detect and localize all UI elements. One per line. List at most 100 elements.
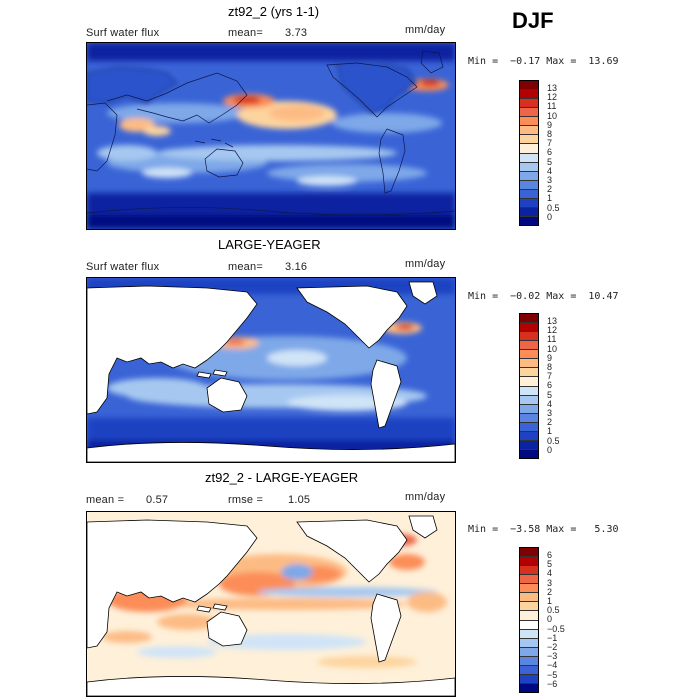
panel3-colorbar-swatch (520, 683, 538, 692)
panel3-minmax: Min = −3.58 Max = 5.30 (468, 524, 619, 535)
panel3-colorbar-swatch (520, 674, 538, 684)
panel1-colorbar-labels: 13 12 11 10 9 8 7 6 5 4 3 2 1 0.5 0 (547, 84, 560, 222)
colorbar-tick-label: 10 (547, 343, 558, 354)
panel1-minmax: Min = −0.17 Max = 13.69 (468, 56, 619, 67)
panel2-colorbar-swatch (520, 314, 538, 324)
panel3-rmse-label: rmse = (228, 494, 264, 506)
colorbar-tick-label: 12 (547, 325, 558, 336)
panel1-colorbar-swatch (520, 171, 538, 181)
panel1-colorbar-swatch (520, 108, 538, 118)
panel1-variable-label: Surf water flux (86, 27, 160, 39)
colorbar-tick-label: 5 (547, 389, 553, 400)
season-label: DJF (512, 8, 554, 33)
panel1-colorbar-swatch (520, 81, 538, 91)
panel1-units: mm/day (405, 24, 446, 36)
colorbar-tick-label: 11 (547, 101, 557, 112)
colorbar-tick-label: 8 (547, 129, 553, 140)
panel1-colorbar-swatch (520, 180, 538, 190)
panel3-units: mm/day (405, 491, 446, 503)
colorbar-tick-label: 0 (547, 614, 553, 625)
panel3-colorbar-swatch (520, 656, 538, 666)
panel2-colorbar-swatch (520, 413, 538, 423)
panel1-colorbar-swatch (520, 117, 538, 127)
colorbar-tick-label: 9 (547, 352, 553, 363)
colorbar-tick-label: 1 (547, 426, 553, 437)
panel3-colorbar-swatch (520, 557, 538, 567)
panel2-colorbar-swatch (520, 368, 538, 378)
colorbar-tick-label: 3 (547, 408, 553, 419)
colorbar-tick-label: 0 (547, 444, 553, 455)
panel3-colorbar-swatch (520, 602, 538, 612)
panel1-mean-label: mean= (228, 27, 263, 39)
colorbar-tick-label: 4 (547, 398, 553, 409)
panel1-colorbar-swatch (520, 198, 538, 208)
panel2-title: LARGE-YEAGER (218, 237, 321, 252)
panel1-colorbar-swatch (520, 135, 538, 145)
colorbar-tick-label: 12 (547, 92, 558, 103)
colorbar-tick-label: 2 (547, 184, 553, 195)
panel3-rmse-value: 1.05 (288, 494, 311, 506)
panel1-colorbar-swatch (520, 144, 538, 154)
colorbar-tick-label: −2 (547, 642, 558, 653)
panel3-map (86, 511, 456, 697)
panel3-title: zt92_2 - LARGE-YEAGER (205, 470, 359, 485)
panel2-colorbar-swatch (520, 377, 538, 387)
panel2-colorbar-swatch (520, 332, 538, 342)
colorbar-tick-label: 0.5 (547, 605, 560, 616)
colorbar-tick-label: 5 (547, 156, 553, 167)
panel1-mean-value: 3.73 (285, 27, 308, 39)
panel3-colorbar-swatch (520, 647, 538, 657)
colorbar-tick-label: 6 (547, 380, 553, 391)
colorbar-tick-label: 0.5 (547, 435, 560, 446)
panel2-map (86, 277, 456, 463)
colorbar-tick-label: 2 (547, 586, 553, 597)
panel2-colorbar-swatch (520, 359, 538, 369)
colorbar-tick-label: −5 (547, 669, 558, 680)
panel2-colorbar-swatch (520, 386, 538, 396)
colorbar-tick-label: 6 (547, 550, 553, 560)
colorbar-tick-label: 1 (547, 596, 553, 607)
colorbar-tick-label: 7 (547, 371, 553, 382)
panel2-mean-value: 3.16 (285, 261, 308, 273)
colorbar-tick-label: −1 (547, 632, 558, 643)
panel2-colorbar-swatch (520, 323, 538, 333)
panel2-colorbar-swatch (520, 449, 538, 458)
panel3-mean-label: mean = (86, 494, 125, 506)
panel3-colorbar-swatch (520, 593, 538, 603)
colorbar-tick-label: 9 (547, 119, 553, 130)
panel1-colorbar-swatch (520, 216, 538, 225)
colorbar-tick-label: 5 (547, 559, 553, 570)
colorbar-tick-label: 13 (547, 83, 558, 93)
panel3-colorbar-labels: 6 5 4 3 2 1 0.5 0 −0.5 −1 −2 −3 −4 −5 −6 (547, 551, 565, 689)
panel2-colorbar-swatch (520, 431, 538, 441)
panel2-minmax: Min = −0.02 Max = 10.47 (468, 291, 619, 302)
panel3-colorbar-swatch (520, 665, 538, 675)
panel2-colorbar-labels: 13 12 11 10 9 8 7 6 5 4 3 2 1 0.5 0 (547, 317, 560, 455)
panel2-colorbar-swatch (520, 341, 538, 351)
panel3-mean-value: 0.57 (146, 494, 169, 506)
panel3-colorbar-swatch (520, 629, 538, 639)
panel2-colorbar-swatch (520, 395, 538, 405)
panel3-colorbar-swatch (520, 584, 538, 594)
colorbar-tick-label: 0.5 (547, 202, 560, 213)
panel1-map (86, 42, 456, 230)
panel2-map-svg (87, 278, 455, 462)
panel1-colorbar-swatch (520, 90, 538, 100)
panel1-colorbar (519, 80, 539, 226)
panel1-colorbar-swatch (520, 99, 538, 109)
panel1-colorbar-swatch (520, 189, 538, 199)
colorbar-tick-label: 3 (547, 577, 553, 588)
panel3-colorbar-swatch (520, 548, 538, 558)
colorbar-tick-label: −4 (547, 660, 558, 671)
colorbar-tick-label: 3 (547, 175, 553, 186)
colorbar-tick-label: 11 (547, 334, 557, 345)
colorbar-tick-label: 7 (547, 138, 553, 149)
panel2-colorbar-swatch (520, 350, 538, 360)
panel1-colorbar-swatch (520, 126, 538, 136)
panel1-colorbar-swatch (520, 207, 538, 217)
panel3-colorbar-swatch (520, 611, 538, 621)
colorbar-tick-label: −0.5 (547, 623, 565, 634)
colorbar-tick-label: 13 (547, 316, 558, 326)
panel1-colorbar-swatch (520, 162, 538, 172)
panel2-mean-label: mean= (228, 261, 263, 273)
